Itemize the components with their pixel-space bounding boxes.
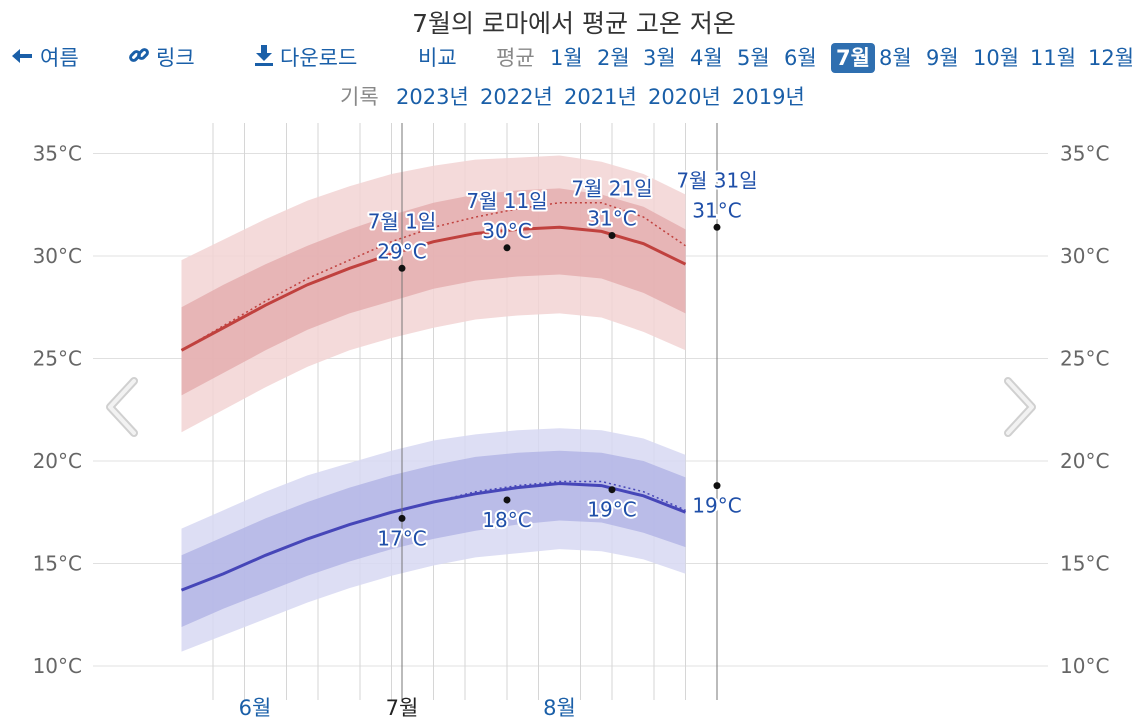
month-tab-5[interactable]: 5월: [737, 46, 770, 70]
x-tick-label: 6월: [239, 696, 272, 718]
month-tab-1[interactable]: 1월: [550, 46, 583, 70]
nav-row-records: 기록 2023년 2022년 2021년 2020년 2019년: [0, 82, 1148, 114]
average-label: 평균: [496, 46, 535, 70]
y-tick-label-right: 15°C: [1060, 552, 1109, 576]
month-tab-2[interactable]: 2월: [597, 46, 630, 70]
month-tab-6[interactable]: 6월: [784, 46, 817, 70]
high-value-label: 31°C: [587, 207, 636, 231]
y-tick-label-left: 15°C: [33, 552, 82, 576]
year-tab-2022[interactable]: 2022년: [480, 85, 553, 109]
date-annotation: 7월 11일: [466, 189, 547, 213]
low-value-label: 19°C: [587, 498, 636, 522]
high-dotted-line: [181, 201, 686, 351]
date-annotation: 7월 1일: [368, 209, 437, 233]
chart-title: 7월의 로마에서 평균 고온 저온: [412, 9, 736, 38]
back-button[interactable]: 여름: [10, 43, 79, 74]
low-point: [503, 496, 511, 504]
low-value-label: 18°C: [482, 508, 531, 532]
low-mean-line: [180, 482, 687, 592]
month-tab-8[interactable]: 8월: [879, 46, 912, 70]
chevron-right-icon: [1004, 377, 1036, 437]
y-tick-label-left: 25°C: [33, 347, 82, 371]
download-label: 다운로드: [280, 46, 358, 70]
link-label: 링크: [156, 46, 195, 70]
high-band-inner: [181, 188, 686, 396]
y-tick-label-right: 25°C: [1060, 347, 1109, 371]
link-button[interactable]: 링크: [128, 43, 195, 74]
month-tab-12[interactable]: 12월: [1088, 46, 1135, 70]
high-mean-line: [180, 225, 687, 352]
month-tab-7[interactable]: 7월: [831, 43, 875, 73]
date-annotation: 7월 31일: [676, 168, 757, 192]
y-tick-label-left: 35°C: [33, 142, 82, 166]
download-icon: [254, 44, 274, 74]
high-point: [608, 232, 616, 239]
y-tick-label-left: 30°C: [33, 244, 82, 268]
y-tick-label-left: 10°C: [33, 654, 82, 678]
arrow-left-icon: [10, 44, 34, 74]
date-annotation: 7월 21일: [571, 177, 652, 201]
nav-row-main: 여름 링크 다운로드 비교 평균 1월 2월 3월 4월 5월 6월 7월 8월 9월 10월 11…: [0, 43, 1148, 75]
y-tick-label-right: 10°C: [1060, 654, 1109, 678]
low-point: [608, 486, 616, 494]
high-point: [398, 264, 406, 272]
back-label: 여름: [40, 46, 79, 70]
y-tick-label-right: 20°C: [1060, 449, 1109, 473]
year-tab-2021[interactable]: 2021년: [564, 85, 637, 109]
high-point: [713, 223, 721, 231]
y-tick-label-right: 35°C: [1060, 142, 1109, 166]
year-tab-2023[interactable]: 2023년: [396, 85, 469, 109]
compare-button[interactable]: 비교: [418, 46, 457, 70]
previous-arrow[interactable]: [102, 377, 142, 441]
month-tab-9[interactable]: 9월: [926, 46, 959, 70]
high-value-label: 30°C: [482, 219, 531, 243]
month-tab-11[interactable]: 11월: [1030, 46, 1077, 70]
link-icon: [128, 44, 150, 74]
next-arrow[interactable]: [1000, 377, 1040, 441]
x-tick-label: 7월: [386, 696, 419, 718]
high-point: [503, 244, 511, 252]
low-value-label: 19°C: [692, 494, 741, 518]
high-value-label: 31°C: [692, 198, 741, 222]
month-tab-4[interactable]: 4월: [690, 46, 723, 70]
month-tab-3[interactable]: 3월: [643, 46, 676, 70]
low-value-label: 17°C: [377, 526, 426, 550]
download-button[interactable]: 다운로드: [254, 43, 357, 74]
y-tick-label-left: 20°C: [33, 449, 82, 473]
high-value-label: 29°C: [377, 239, 426, 263]
low-point: [713, 482, 721, 490]
x-tick-label: 8월: [543, 696, 576, 718]
year-tab-2019[interactable]: 2019년: [732, 85, 805, 109]
month-tab-10[interactable]: 10월: [973, 46, 1020, 70]
chart-area: 10°C 10°C 15°C 15°C 20°C 20°C 25°C 25°C 30°C 30°C…: [33, 123, 1109, 718]
chevron-left-icon: [106, 377, 138, 437]
y-tick-label-right: 30°C: [1060, 244, 1109, 268]
records-label: 기록: [340, 85, 379, 109]
year-tab-2020[interactable]: 2020년: [648, 85, 721, 109]
low-point: [398, 514, 406, 522]
